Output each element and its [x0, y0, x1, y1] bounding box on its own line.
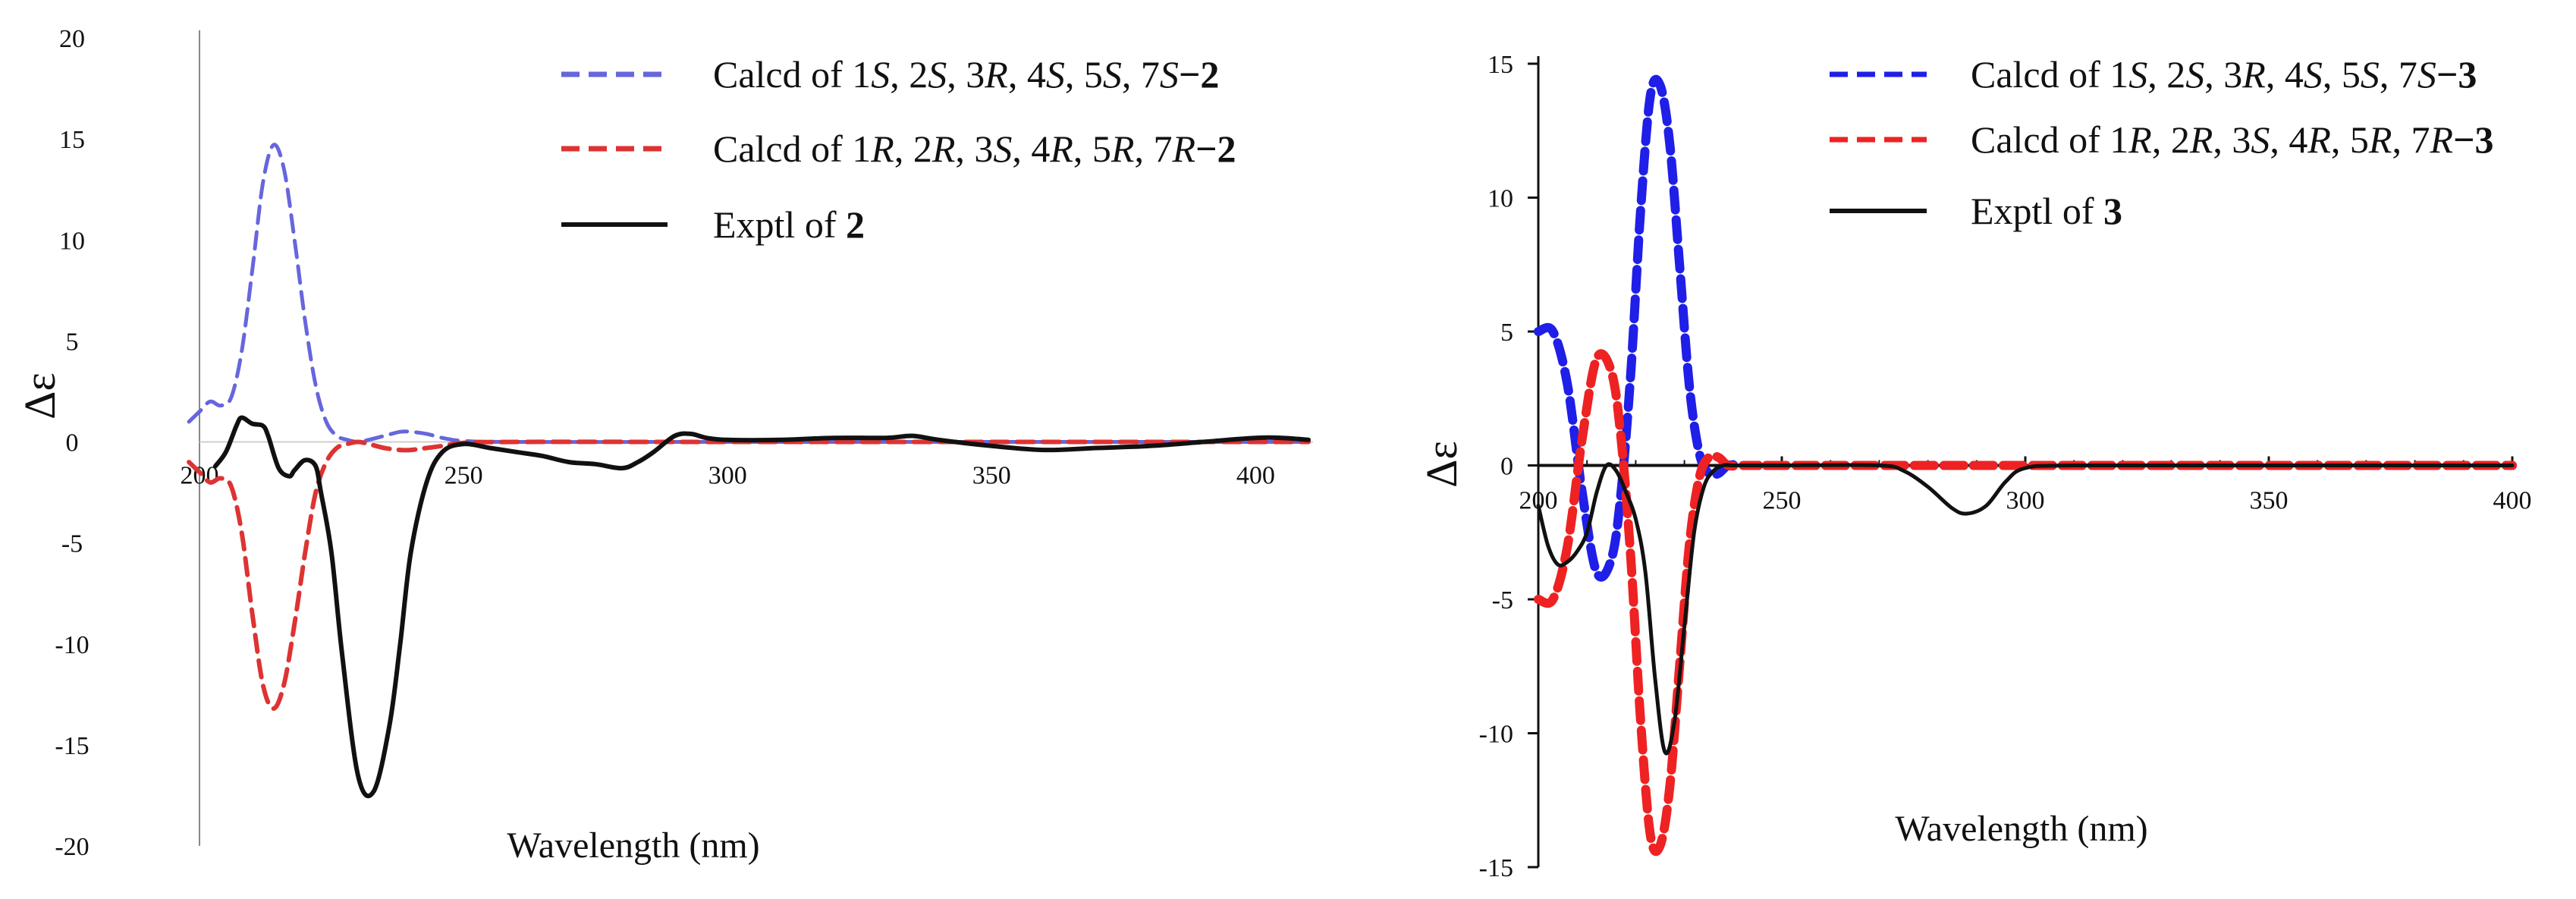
series-line-3	[212, 415, 1311, 799]
y-tick-label: 15	[1487, 51, 1513, 79]
x-axis-title: Wavelength (nm)	[507, 825, 759, 866]
y-tick-label: 10	[1487, 185, 1513, 213]
y-tick-label: -15	[1479, 854, 1513, 882]
x-tick-label: 350	[2250, 487, 2289, 515]
y-tick-label: 20	[59, 25, 85, 53]
series-line-1	[187, 143, 1311, 445]
x-axis-title: Wavelength (nm)	[1895, 809, 2147, 849]
y-tick-label: 0	[1500, 453, 1513, 481]
x-tick-label: 400	[2493, 487, 2532, 515]
y-tick-label: -5	[61, 530, 83, 558]
y-tick-label: -5	[1492, 586, 1513, 615]
y-tick-label: 5	[66, 328, 79, 356]
x-tick-label: 350	[972, 462, 1011, 490]
x-tick-label: 250	[445, 462, 483, 490]
x-tick-label: 400	[1236, 462, 1275, 490]
legend-label-2: Calcd of 1R, 2R, 3S, 4R, 5R, 7R−2	[713, 127, 1236, 170]
y-tick-label: 5	[1500, 319, 1513, 347]
y-tick-label: 0	[66, 429, 79, 457]
y-tick-label: 15	[59, 126, 85, 154]
legend-label-1: Calcd of 1S, 2S, 3R, 4S, 5S, 7S−2	[713, 53, 1219, 96]
legend-label-1: Calcd of 1S, 2S, 3R, 4S, 5S, 7S−3	[1971, 53, 2477, 96]
left-cd-chart: 20 15 10 5 0 -5 -10 -15 -20 200 250 300 350 400 Δε Wave…	[15, 25, 1313, 866]
series-line-3	[1536, 462, 2515, 756]
y-axis-title: Δε	[1417, 441, 1466, 488]
legend-label-2: Calcd of 1R, 2R, 3S, 4R, 5R, 7R−3	[1971, 118, 2494, 161]
y-tick-label: -20	[55, 833, 89, 861]
x-tick-label: 300	[708, 462, 747, 490]
x-tick-label: 250	[1763, 487, 1802, 515]
y-tick-label: -10	[1479, 721, 1513, 749]
series-line-2	[187, 439, 1311, 711]
y-axis-title: Δε	[15, 372, 64, 420]
y-tick-label: 10	[59, 227, 85, 255]
legend-label-3: Exptl of 2	[713, 203, 865, 246]
series-line-2	[1534, 349, 2517, 857]
x-tick-label: 200	[181, 462, 219, 490]
y-tick-label: -10	[55, 631, 89, 659]
x-tick-label: 300	[2006, 487, 2045, 515]
legend-label-3: Exptl of 3	[1971, 190, 2122, 232]
y-tick-label: -15	[55, 732, 89, 760]
